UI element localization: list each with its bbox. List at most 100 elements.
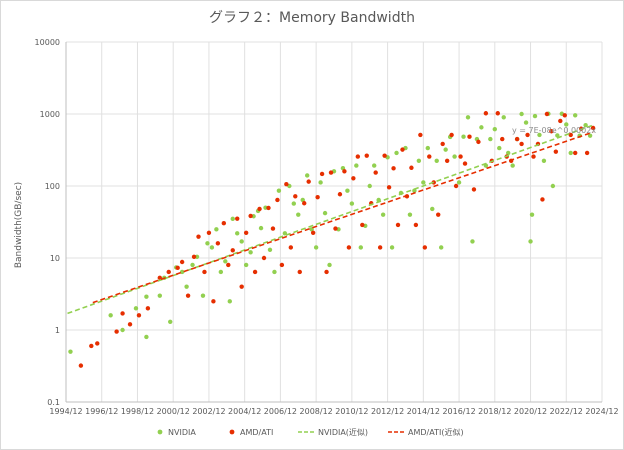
- amd-point: [458, 154, 463, 159]
- nvidia-point: [470, 239, 475, 244]
- nvidia-point: [537, 132, 542, 138]
- amd-point: [328, 170, 334, 175]
- nvidia-point: [300, 197, 305, 203]
- nvidia-point: [318, 180, 323, 185]
- axes: [65, 42, 602, 403]
- nvidia-point: [519, 111, 524, 117]
- amd-point: [202, 269, 207, 275]
- nvidia-point: [497, 145, 502, 151]
- amd-point: [360, 222, 365, 228]
- amd-point: [284, 181, 289, 187]
- amd-point: [226, 262, 231, 268]
- nvidia-point: [479, 125, 484, 130]
- nvidia-point: [243, 262, 249, 268]
- nvidia-point: [443, 147, 448, 152]
- nvidia-point: [354, 163, 359, 168]
- amd-point: [252, 269, 258, 275]
- nvidia-point: [258, 225, 264, 231]
- amd-point: [471, 187, 477, 192]
- nvidia-point: [223, 259, 228, 264]
- amd-point: [500, 136, 505, 142]
- x-tick-label: 1998/12: [121, 407, 154, 416]
- trendlines: [67, 124, 594, 315]
- amd-point: [89, 343, 94, 349]
- x-tick-label: 2010/12: [335, 407, 368, 416]
- amd-point: [462, 161, 468, 166]
- amd-point: [351, 176, 356, 181]
- amd-point: [558, 118, 563, 124]
- amd-point: [449, 132, 454, 138]
- amd-point: [239, 284, 244, 289]
- amd-point: [400, 147, 405, 152]
- x-tick-label: 2020/12: [514, 407, 547, 416]
- nvidia-point: [144, 334, 149, 340]
- legend-item: NVIDIA(近似): [298, 427, 368, 437]
- amd-point: [306, 179, 311, 184]
- y-axis-label: Bandwidth(GB/sec): [14, 182, 24, 268]
- y-tick-label: 100: [45, 182, 60, 191]
- amd-point: [467, 134, 472, 139]
- amd-point: [191, 254, 197, 259]
- amd-point: [127, 322, 133, 327]
- legend-label: NVIDIA: [168, 428, 196, 437]
- amd-point: [310, 230, 316, 235]
- nvidia-point: [550, 183, 556, 189]
- amd-point: [211, 299, 216, 304]
- amd-point: [261, 255, 267, 261]
- amd-point: [342, 169, 347, 174]
- x-tick-label: 2018/12: [478, 407, 511, 416]
- legend-item: AMD/ATI(近似): [388, 427, 464, 437]
- nvidia-point: [205, 241, 210, 246]
- nvidia-point: [157, 293, 162, 298]
- y-tick-label: 10000: [35, 38, 60, 47]
- x-tick-label: 1994/12: [49, 407, 82, 416]
- amd-point: [568, 132, 573, 138]
- amd-point: [409, 165, 414, 170]
- nvidia-point: [412, 188, 417, 193]
- nvidia-point: [133, 306, 139, 311]
- nvidia-point: [313, 245, 319, 250]
- amd-point: [266, 205, 271, 211]
- nvidia-point: [439, 245, 444, 250]
- y-tick-label: 10: [50, 254, 60, 263]
- x-tick-label: 1996/12: [85, 407, 118, 416]
- amd-point: [333, 226, 338, 231]
- nvidia-point: [209, 245, 215, 250]
- nvidia-point: [168, 319, 173, 324]
- amd-point: [166, 269, 171, 275]
- x-tick-label: 2022/12: [550, 407, 583, 416]
- nvidia-point: [501, 115, 506, 120]
- nvidia-point: [541, 158, 547, 163]
- nvidia-point: [230, 216, 235, 222]
- nvidia-point: [416, 158, 422, 163]
- amd-point: [422, 245, 428, 250]
- amd-point: [185, 293, 191, 298]
- amd-point: [476, 139, 481, 145]
- amd-point: [391, 166, 396, 171]
- nvidia-point: [200, 293, 206, 298]
- nvidia-point: [144, 294, 149, 299]
- nvidia-point: [421, 180, 426, 185]
- amd-point: [315, 194, 320, 200]
- legend-item: NVIDIA: [157, 428, 196, 437]
- chart-title: グラフ２：Memory Bandwidth: [209, 10, 415, 26]
- amd-point: [495, 111, 500, 116]
- nvidia-point: [564, 122, 569, 127]
- nvidia-point: [456, 180, 462, 185]
- amd-point: [544, 111, 550, 117]
- amd-point: [364, 153, 369, 158]
- x-tick-label: 2002/12: [192, 407, 225, 416]
- nvidia-point: [510, 163, 515, 168]
- amd-point: [302, 201, 307, 206]
- amd-point: [179, 259, 185, 265]
- amd-point: [319, 171, 325, 177]
- amd-point: [540, 197, 545, 202]
- nvidia-point: [407, 212, 413, 217]
- amd-point: [418, 132, 423, 138]
- nvidia-point: [461, 134, 466, 139]
- data-points: [68, 111, 596, 368]
- x-tick-label: 2004/12: [228, 407, 261, 416]
- nvidia-point: [296, 212, 301, 217]
- nvidia-point: [291, 201, 296, 206]
